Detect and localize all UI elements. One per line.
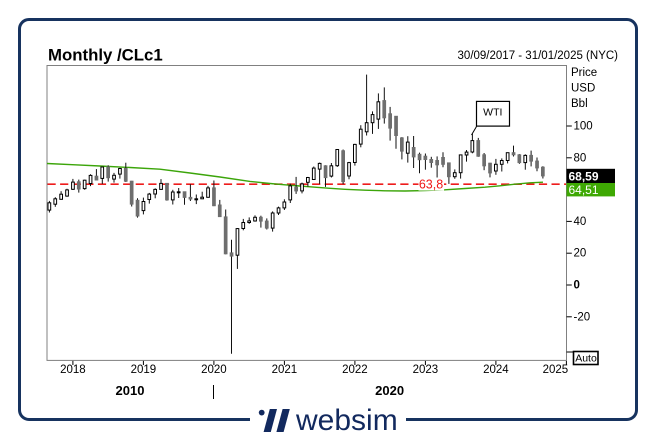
svg-text:2010: 2010	[116, 383, 145, 398]
svg-text:Monthly /CLc1: Monthly /CLc1	[48, 45, 163, 64]
svg-text:40: 40	[574, 216, 587, 228]
svg-text:2021: 2021	[272, 364, 298, 376]
svg-text:2020: 2020	[201, 364, 227, 376]
svg-text:websim: websim	[295, 404, 398, 437]
svg-text:20: 20	[574, 248, 587, 260]
svg-text:100: 100	[574, 121, 593, 133]
svg-text:Auto: Auto	[575, 353, 597, 365]
svg-text:63,8: 63,8	[419, 178, 443, 192]
svg-text:2024: 2024	[483, 364, 509, 376]
svg-text:Bbl: Bbl	[571, 98, 588, 110]
svg-text:30/09/2017 - 31/01/2025 (NYC): 30/09/2017 - 31/01/2025 (NYC)	[458, 50, 619, 62]
svg-text:68,59: 68,59	[569, 170, 599, 184]
svg-text:2022: 2022	[342, 364, 368, 376]
svg-text:80: 80	[574, 152, 587, 164]
svg-text:2019: 2019	[131, 364, 157, 376]
svg-text:USD: USD	[571, 83, 595, 95]
svg-text:64,51: 64,51	[569, 183, 599, 197]
svg-text:0: 0	[574, 280, 580, 292]
svg-text:2018: 2018	[60, 364, 86, 376]
svg-text:Price: Price	[571, 67, 597, 79]
svg-text:-20: -20	[574, 311, 591, 323]
svg-text:2020: 2020	[375, 383, 404, 398]
svg-text:2023: 2023	[413, 364, 439, 376]
svg-text:WTI: WTI	[483, 106, 502, 118]
svg-text:2025: 2025	[543, 364, 569, 376]
